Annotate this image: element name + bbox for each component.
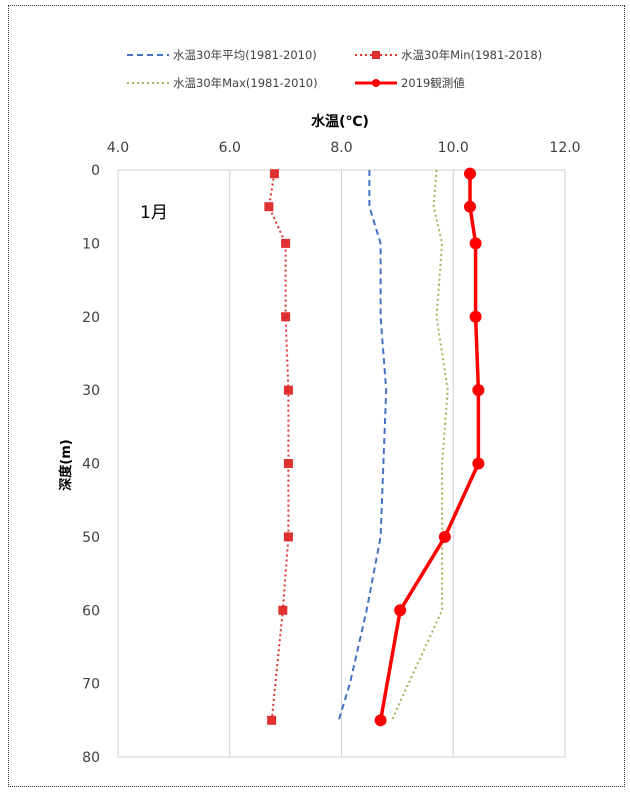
legend-item-2: 水温30年Max(1981-2010) (127, 76, 318, 90)
series-line (337, 170, 388, 721)
data-point (469, 310, 482, 323)
x-tick-label: 12.0 (549, 140, 580, 156)
data-point (281, 238, 291, 248)
data-point (472, 384, 485, 397)
y-tick-label: 60 (82, 603, 100, 619)
series-line (390, 169, 449, 721)
y-tick-label: 70 (82, 677, 100, 693)
legend-label: 2019観測値 (401, 76, 465, 90)
y-tick-label: 10 (82, 236, 100, 252)
series-0 (337, 170, 388, 721)
series-3 (374, 167, 485, 727)
data-point (464, 200, 477, 213)
data-point (283, 385, 293, 395)
legend-label: 水温30年平均(1981-2010) (173, 48, 317, 62)
y-tick-label: 20 (82, 310, 100, 326)
y-tick-label: 30 (82, 383, 100, 399)
legend-item-0: 水温30年平均(1981-2010) (127, 48, 317, 62)
data-point (469, 237, 482, 250)
legend-marker (372, 79, 380, 87)
data-point (269, 169, 279, 179)
data-point (281, 312, 291, 322)
month-annotation: 1月 (140, 203, 168, 223)
x-tick-label: 4.0 (107, 140, 129, 156)
y-tick-label: 40 (82, 457, 100, 473)
series-line (267, 173, 290, 721)
data-point (283, 459, 293, 468)
legend-item-1: 水温30年Min(1981-2018) (355, 48, 542, 62)
chart-frame (8, 5, 625, 787)
series-2 (390, 169, 449, 721)
x-tick-label: 6.0 (219, 140, 241, 156)
gridlines (117, 169, 566, 758)
x-axis-title: 水温(℃) (311, 113, 369, 130)
x-tick-label: 8.0 (330, 140, 352, 156)
legend-item-3: 2019観測値 (355, 76, 465, 90)
data-point (267, 715, 277, 725)
series-line (378, 173, 481, 721)
legend: 水温30年平均(1981-2010) 水温30年Min(1981-2018) 水温3… (127, 48, 542, 90)
legend-label: 水温30年Max(1981-2010) (173, 76, 318, 90)
y-tick-label: 50 (82, 530, 100, 546)
data-point (264, 202, 274, 212)
y-tick-labels: 0 10 20 30 40 50 60 70 80 (82, 163, 100, 766)
data-point (374, 714, 387, 727)
legend-marker (372, 51, 380, 59)
data-point (278, 605, 288, 615)
data-point (283, 532, 293, 542)
series-1 (264, 169, 293, 725)
data-point (472, 457, 485, 470)
legend-label: 水温30年Min(1981-2018) (401, 48, 542, 62)
y-axis-title: 深度(m) (58, 439, 74, 490)
data-point (464, 167, 477, 180)
series-layer (264, 167, 485, 727)
y-tick-label: 0 (91, 163, 100, 179)
x-tick-labels: 4.0 6.0 8.0 10.0 12.0 (107, 140, 581, 156)
data-point (394, 604, 407, 617)
data-point (438, 530, 451, 543)
x-tick-label: 10.0 (438, 140, 469, 156)
y-tick-label: 80 (82, 750, 100, 766)
